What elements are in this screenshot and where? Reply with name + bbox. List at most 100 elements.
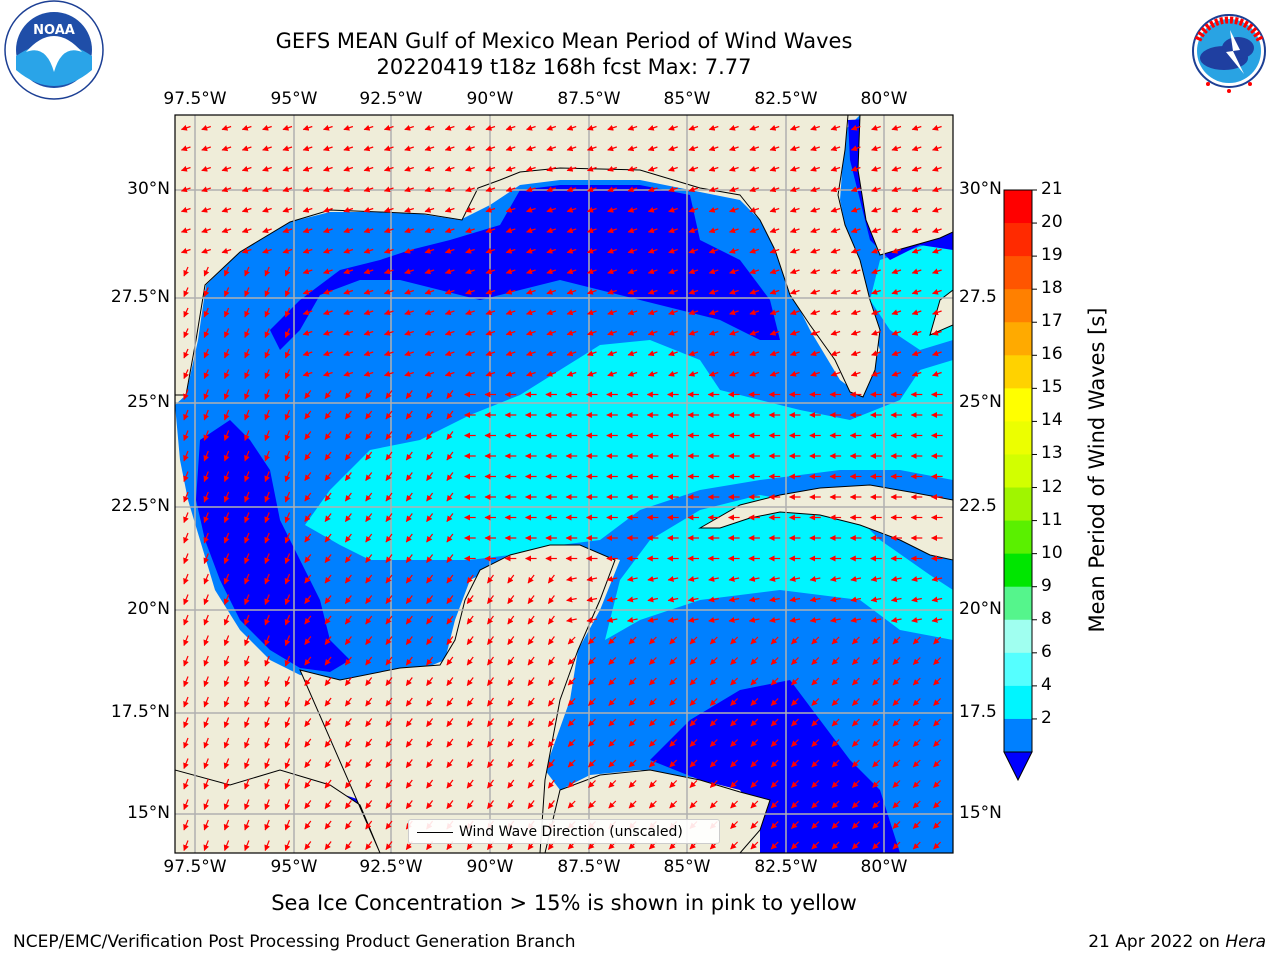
wind-wave-arrow	[648, 718, 657, 727]
wind-wave-arrow	[586, 575, 598, 582]
wind-wave-arrow	[284, 594, 291, 606]
wind-wave-arrow	[446, 656, 454, 666]
sea-under-2-west	[196, 420, 350, 672]
wind-wave-arrow	[183, 655, 189, 667]
wind-wave-arrow	[648, 677, 657, 686]
wind-wave-arrow	[933, 657, 942, 665]
colorbar-tick-label: 2	[1041, 707, 1052, 728]
wind-wave-arrow	[485, 124, 496, 131]
wind-wave-arrow	[344, 492, 352, 502]
wind-wave-arrow	[647, 329, 658, 336]
wind-wave-arrow	[404, 165, 414, 172]
colorbar-tick-label: 21	[1041, 179, 1063, 199]
wind-wave-arrow	[850, 329, 861, 336]
wind-wave-arrow	[343, 165, 354, 172]
wind-wave-arrow	[607, 206, 617, 213]
wind-wave-arrow	[769, 124, 780, 131]
wind-wave-arrow	[769, 288, 780, 295]
wind-wave-arrow	[547, 615, 555, 625]
nws-logo	[1179, 1, 1279, 101]
colorbar-segment	[1004, 685, 1032, 720]
wind-wave-arrow	[323, 206, 333, 213]
wind-wave-arrow	[203, 266, 210, 277]
wind-wave-arrow	[628, 657, 637, 665]
wind-wave-arrow	[264, 348, 271, 359]
wind-wave-arrow	[344, 574, 352, 584]
colorbar-segment	[1004, 355, 1032, 389]
wind-wave-arrow	[505, 124, 516, 131]
date-stamp-date: 21 Apr 2022 on	[1088, 932, 1226, 952]
wind-wave-arrow	[586, 616, 598, 623]
wind-wave-arrow	[264, 328, 271, 339]
wind-wave-arrow	[647, 350, 658, 357]
wind-wave-arrow	[871, 145, 881, 152]
wind-wave-arrow	[241, 206, 252, 213]
wind-wave-arrow	[404, 186, 414, 193]
wind-wave-arrow	[224, 369, 230, 380]
wind-wave-arrow	[466, 697, 474, 707]
wind-wave-arrow	[749, 227, 760, 234]
wind-wave-arrow	[424, 350, 435, 357]
wind-wave-arrow	[850, 309, 861, 316]
wind-wave-arrow	[669, 657, 678, 665]
wind-wave-arrow	[607, 268, 617, 275]
wind-wave-arrow	[932, 370, 942, 377]
wind-wave-arrow	[547, 718, 555, 727]
wind-wave-arrow	[343, 124, 354, 131]
wind-wave-arrow	[810, 145, 820, 152]
wind-wave-arrow	[526, 268, 536, 275]
wind-wave-arrow	[770, 657, 779, 665]
wind-wave-arrow	[932, 165, 942, 172]
wind-wave-arrow	[365, 677, 373, 686]
wind-wave-arrow	[183, 266, 189, 277]
wind-wave-arrow	[264, 430, 270, 442]
wind-wave-arrow	[284, 430, 291, 442]
wind-wave-arrow	[244, 512, 250, 524]
wind-wave-arrow	[485, 288, 496, 295]
wind-wave-arrow	[282, 145, 293, 152]
wind-wave-arrow	[264, 491, 270, 503]
wind-wave-arrow	[810, 186, 820, 193]
wind-wave-arrow	[791, 718, 799, 727]
wind-wave-arrow	[851, 636, 860, 645]
wind-wave-arrow	[363, 145, 374, 152]
wind-wave-arrow	[385, 492, 393, 502]
wind-wave-arrow	[810, 309, 820, 316]
wind-wave-arrow	[527, 656, 535, 666]
wind-wave-arrow	[810, 288, 820, 295]
wind-wave-arrow	[426, 574, 434, 584]
wind-wave-arrow	[304, 615, 312, 625]
wind-wave-arrow	[668, 145, 678, 152]
wind-wave-arrow	[851, 698, 860, 706]
wind-wave-arrow	[284, 450, 291, 462]
wind-wave-arrow	[728, 596, 740, 603]
wind-wave-arrow	[203, 594, 210, 606]
wind-wave-arrow	[344, 533, 352, 543]
wind-wave-arrow	[831, 718, 840, 727]
wind-wave-arrow	[791, 636, 799, 645]
colorbar-segment	[1004, 454, 1032, 489]
wind-wave-arrow	[284, 737, 291, 749]
wind-wave-arrow	[466, 636, 474, 645]
wind-wave-arrow	[890, 616, 902, 623]
wind-wave-arrow	[891, 288, 902, 295]
wind-wave-arrow	[607, 165, 617, 172]
wind-wave-arrow	[487, 574, 494, 584]
wind-wave-arrow	[465, 370, 475, 377]
wind-wave-arrow	[933, 698, 942, 706]
wind-wave-arrow	[708, 616, 719, 623]
wind-wave-arrow	[264, 655, 270, 667]
wind-wave-arrow	[729, 309, 739, 316]
wind-wave-arrow	[241, 145, 252, 152]
wind-wave-arrow	[183, 737, 189, 749]
wind-wave-arrow	[688, 288, 699, 295]
wind-wave-arrow	[363, 165, 374, 172]
wind-wave-arrow	[850, 165, 861, 172]
wind-wave-arrow	[547, 656, 555, 666]
wind-wave-arrow	[284, 266, 291, 277]
wind-wave-arrow	[385, 615, 393, 625]
colorbar-tick-label: 20	[1041, 212, 1063, 233]
wind-wave-arrow	[608, 636, 617, 645]
wind-wave-arrow	[426, 697, 434, 707]
wind-wave-arrow	[627, 145, 638, 152]
